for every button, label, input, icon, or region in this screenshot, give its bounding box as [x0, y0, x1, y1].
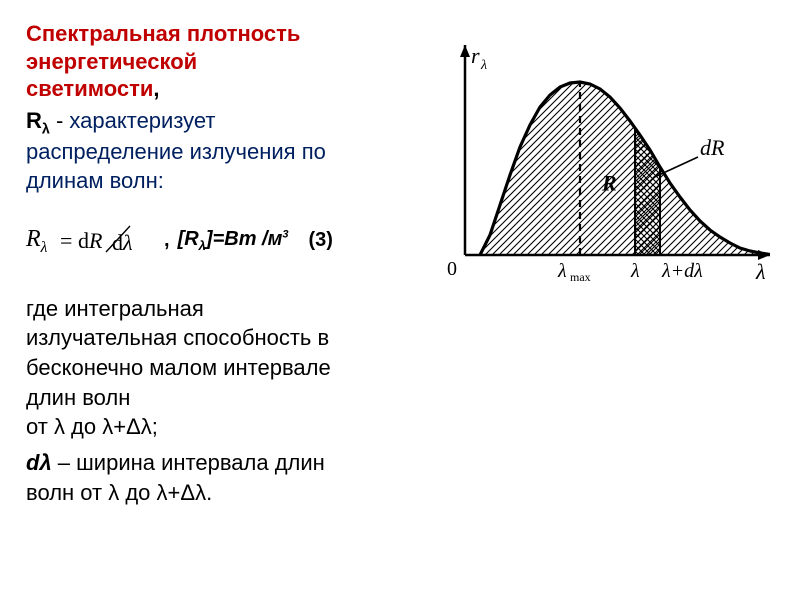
formula-image: Rλ = dR dλ [26, 226, 156, 256]
intro-rest-1: характеризует [69, 108, 215, 133]
intro-rest-2: распределение излучения по [26, 139, 326, 164]
svg-text:λ: λ [755, 259, 766, 284]
chart-svg: rλ0λλmaxλλ+dλRdR [425, 35, 770, 305]
svg-text:R: R [601, 171, 617, 196]
r-lambda-symbol: Rλ [26, 108, 50, 133]
equation-number: (3) [309, 229, 333, 252]
svg-text:λ: λ [557, 260, 567, 282]
svg-text:max: max [570, 270, 591, 284]
svg-text:dR: dR [700, 135, 725, 160]
formula-comma: , [164, 229, 170, 252]
svg-text:r: r [471, 43, 480, 68]
intro-rest-3: длинам волн: [26, 168, 164, 193]
spectral-density-chart: rλ0λλmaxλλ+dλRdR [425, 35, 770, 305]
formula-R: Rλ [26, 226, 47, 257]
svg-text:0: 0 [447, 258, 457, 280]
title-line-2: энергетической [26, 49, 197, 74]
slide: Спектральная плотность энергетической св… [0, 0, 800, 600]
title-line-1: Спектральная плотность [26, 21, 300, 46]
slide-title: Спектральная плотность энергетической св… [26, 20, 406, 103]
body-paragraph-1: где интегральная излучательная способнос… [26, 294, 406, 442]
svg-text:λ+dλ: λ+dλ [661, 260, 703, 282]
dash: - [50, 108, 70, 133]
svg-text:λ: λ [630, 260, 640, 282]
svg-text:λ: λ [480, 58, 487, 73]
title-line-3: светимости [26, 76, 153, 101]
formula-dR: dR [78, 228, 102, 254]
title-tail: , [153, 76, 159, 101]
body-paragraph-2: dλ – ширина интервала длин волн от λ до … [26, 448, 406, 507]
intro-paragraph: Rλ - характеризует распределение излучен… [26, 107, 406, 196]
formula-dlambda: dλ [112, 230, 133, 256]
d-lambda-symbol: dλ [26, 450, 52, 475]
formula-units: [Rλ]=Вт /м3 [178, 228, 289, 253]
text-column: Спектральная плотность энергетической св… [26, 20, 406, 507]
formula-row: Rλ = dR dλ , [Rλ]=Вт /м3 (3) [26, 226, 406, 256]
formula-eq: = [60, 228, 72, 254]
